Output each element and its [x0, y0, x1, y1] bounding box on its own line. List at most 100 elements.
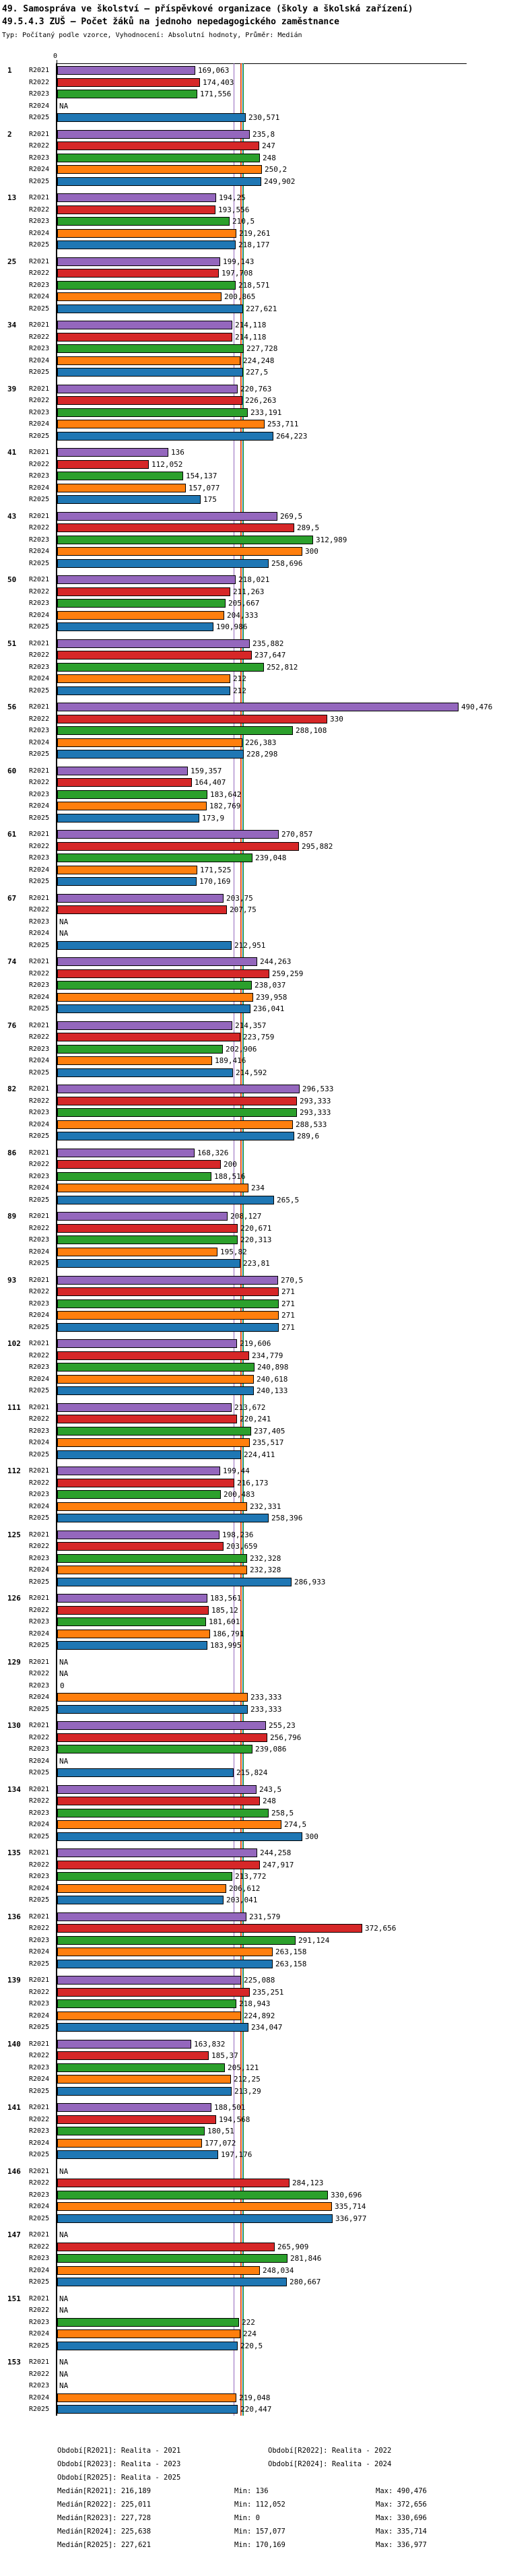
bar-r2021	[57, 511, 277, 521]
min-stat: Min: 0	[234, 2513, 260, 2522]
bar-r2022	[57, 1351, 249, 1360]
bar-row: R2023 248	[2, 152, 505, 164]
bar-r2025	[57, 1259, 240, 1268]
legend-stats-row: Medián[R2022]: 225,011 Min: 112,052 Max:…	[57, 2498, 505, 2511]
period-label: R2022	[29, 1224, 50, 1232]
period-label: R2025	[29, 1450, 50, 1458]
bar-row: R2022 247	[2, 140, 505, 152]
bar-r2025	[57, 2341, 238, 2350]
period-label: R2021	[29, 2294, 50, 2303]
period-label: R2023	[29, 1172, 50, 1180]
bar-value-label: 231,579	[249, 1912, 281, 1921]
bar-value-label: 212,951	[234, 940, 266, 950]
bar-value-na-label: NA	[59, 2230, 69, 2240]
bar-value-label: 212,25	[234, 2075, 261, 2084]
bar-r2021	[57, 1848, 257, 1858]
bar-value-label: 295,882	[302, 841, 333, 851]
bar-r2022	[57, 205, 215, 214]
bar-row: R2025 224,411	[2, 1449, 505, 1461]
bar-value-label: 225,088	[244, 1976, 275, 1985]
group-id-label: 82	[7, 1085, 17, 1094]
max-stat: Max: 330,696	[376, 2513, 427, 2522]
bar-group-86: 86 R2021 168,326 R2022 200 R2023 188,516 R2024 2…	[2, 1147, 505, 1206]
bar-value-label: 185,12	[211, 1605, 238, 1615]
bar-row: R2025 258,396	[2, 1512, 505, 1524]
bar-r2025	[57, 813, 199, 823]
bar-r2022	[57, 459, 149, 469]
period-label: R2023	[29, 472, 50, 480]
median-stat: Medián[R2021]: 216,189	[57, 2486, 152, 2495]
bar-value-label: 289,5	[297, 523, 320, 533]
x-axis-line	[56, 63, 467, 64]
bar-r2022	[57, 1605, 209, 1615]
report-subtitle: 49.5.4.3 ZUŠ – Počet žáků na jednoho nep…	[2, 17, 339, 27]
bar-value-label: 198,236	[222, 1530, 254, 1539]
group-id-label: 129	[7, 1657, 21, 1667]
bar-r2024	[57, 1438, 250, 1448]
bar-value-label: 204,333	[227, 610, 259, 620]
bar-value-label: 265,5	[277, 1195, 300, 1204]
period-label: R2023	[29, 2318, 50, 2326]
bar-r2022	[57, 905, 227, 915]
period-label: R2024	[29, 675, 50, 683]
bar-r2025	[57, 1768, 234, 1778]
bar-group-61: 61 R2021 270,857 R2022 295,882 R2023 239,048 R2…	[2, 829, 505, 888]
bar-r2024	[57, 420, 265, 429]
bar-r2023	[57, 535, 313, 544]
bar-r2025	[57, 1832, 302, 1841]
bar-r2022	[57, 1415, 237, 1424]
period-label: R2025	[29, 496, 50, 504]
period-label: R2021	[29, 1785, 50, 1793]
bar-row: R2022 112,052	[2, 459, 505, 471]
period-label: R2021	[29, 512, 50, 520]
bar-value-label: 312,989	[316, 535, 347, 544]
bar-row: R2022 197,708	[2, 267, 505, 280]
bar-row: 61 R2021 270,857	[2, 829, 505, 841]
bar-r2024	[57, 1693, 248, 1702]
bar-row: R2024 239,958	[2, 992, 505, 1004]
bar-r2024	[57, 1502, 247, 1511]
bar-row: R2025 234,047	[2, 2022, 505, 2034]
bar-r2022	[57, 1924, 362, 1933]
period-label: R2025	[29, 1323, 50, 1331]
group-id-label: 141	[7, 2103, 21, 2113]
bar-row: 51 R2021 235,882	[2, 638, 505, 650]
period-label: R2024	[29, 1630, 50, 1638]
bar-value-label: 212	[233, 686, 246, 695]
bar-r2025	[57, 686, 230, 695]
bar-row: R2024 232,328	[2, 1564, 505, 1576]
bar-r2023	[57, 1553, 247, 1563]
bar-value-label: 300	[305, 547, 318, 556]
bar-group-51: 51 R2021 235,882 R2022 237,647 R2023 252,812 R2…	[2, 638, 505, 697]
bar-row: R2023 222	[2, 2317, 505, 2329]
period-label: R2021	[29, 1595, 50, 1603]
period-label: R2022	[29, 1733, 50, 1741]
bar-row: R2022 289,5	[2, 522, 505, 534]
bar-row: R2025 233,333	[2, 1704, 505, 1716]
bar-r2023	[57, 2190, 328, 2199]
bar-value-label: 214,592	[236, 1068, 267, 1077]
bar-value-label: 183,561	[210, 1594, 242, 1603]
period-label: R2025	[29, 1514, 50, 1522]
group-id-label: 39	[7, 384, 17, 393]
bar-value-label: 200,483	[224, 1490, 255, 1500]
bar-r2021	[57, 703, 459, 712]
bar-value-label: 270,5	[281, 1275, 304, 1285]
bar-value-label: 300	[305, 1832, 318, 1841]
period-label: R2024	[29, 2203, 50, 2211]
bar-group-82: 82 R2021 296,533 R2022 293,333 R2023 293,333 R2…	[2, 1083, 505, 1142]
bar-row: R2023 0	[2, 1680, 505, 1692]
bar-group-50: 50 R2021 218,021 R2022 211,263 R2023 205,667 R2…	[2, 574, 505, 633]
bar-r2025	[57, 750, 244, 759]
bar-r2023	[57, 599, 226, 608]
bar-row: R2024 335,714	[2, 2201, 505, 2213]
bar-row: 140 R2021 163,832	[2, 2038, 505, 2051]
legend-stats-row: Medián[R2021]: 216,189 Min: 136 Max: 490…	[57, 2484, 505, 2498]
group-id-label: 125	[7, 1530, 21, 1539]
period-label: R2023	[29, 663, 50, 671]
bar-row: R2024 206,612	[2, 1883, 505, 1895]
period-label: R2022	[29, 460, 50, 468]
bar-r2025	[57, 1195, 274, 1204]
bar-row: R2024 NA	[2, 100, 505, 112]
bar-row: R2023 232,328	[2, 1553, 505, 1565]
